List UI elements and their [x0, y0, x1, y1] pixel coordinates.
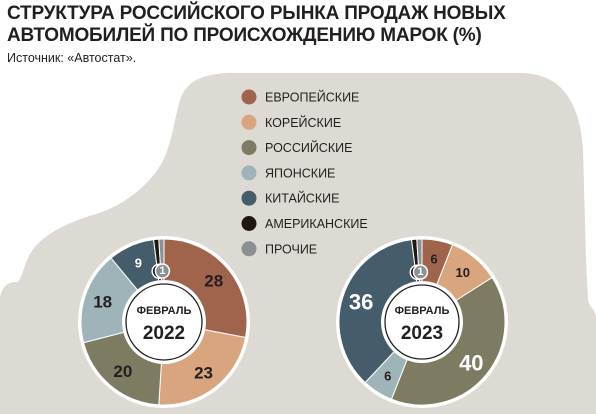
legend-swatch-japan	[241, 165, 257, 181]
pie-center-month: ФЕВРАЛЬ	[137, 305, 192, 317]
pie-2023: ФЕВРАЛЬ20236104063611	[336, 236, 508, 408]
legend-label-europe: ЕВРОПЕЙСКИЕ	[265, 90, 359, 105]
pie-small-marker-other	[412, 264, 429, 280]
pie-value-label-europe: 6	[430, 252, 437, 267]
pie-center-ring	[384, 284, 460, 360]
legend-swatch-europe	[241, 89, 257, 105]
pie-2022: ФЕВРАЛЬ202228232018911	[78, 236, 250, 408]
pie-value-label-other: 1	[159, 265, 165, 277]
pie-center-year: 2023	[401, 323, 443, 344]
pie-value-label-china: 36	[349, 290, 373, 315]
pie-value-label-russia: 40	[459, 350, 483, 375]
legend-swatch-russia	[241, 140, 257, 156]
pie-center-month: ФЕВРАЛЬ	[395, 305, 450, 317]
legend-swatch-other	[241, 241, 257, 257]
legend-label-japan: ЯПОНСКИЕ	[265, 166, 335, 180]
pie-small-marker-other	[154, 263, 171, 279]
pie-center-year: 2022	[143, 323, 185, 344]
pie-charts: ФЕВРАЛЬ 2022 28 23 20 18 9 1 1 ФЕВРАЛЬ 2023 6 10 40 6 3…	[78, 236, 508, 408]
pie-value-label-europe: 28	[204, 271, 223, 290]
source-note: Источник: «Автостат».	[7, 51, 137, 65]
pie-value-label-korea: 23	[194, 363, 213, 382]
legend: ЕВРОПЕЙСКИЕ КОРЕЙСКИЕ РОССИЙСКИЕ ЯПОНСКИЕ КИ…	[241, 89, 368, 257]
legend-label-other: ПРОЧИЕ	[265, 242, 317, 256]
pie-value-label-china: 9	[135, 255, 142, 270]
pie-value-label-japan: 18	[93, 293, 112, 312]
legend-label-korea: КОРЕЙСКИЕ	[265, 115, 341, 130]
pie-value-label-korea: 10	[456, 265, 470, 280]
pie-value-label-other: 1	[417, 266, 423, 278]
pie-center-ring	[125, 283, 203, 361]
legend-label-china: КИТАЙСКИЕ	[265, 191, 339, 206]
legend-label-usa: АМЕРИКАНСКИЕ	[265, 217, 368, 231]
legend-swatch-china	[241, 190, 257, 206]
pie-value-label-japan: 6	[384, 369, 391, 384]
legend-label-russia: РОССИЙСКИЕ	[265, 140, 352, 155]
legend-swatch-usa	[241, 216, 257, 231]
chart-title: СТРУКТУРА РОССИЙСКОГО РЫНКА ПРОДАЖ НОВЫХ…	[7, 3, 506, 46]
legend-swatch-korea	[241, 114, 257, 130]
pie-value-label-russia: 20	[113, 362, 132, 381]
pie-slice-china	[338, 239, 423, 384]
